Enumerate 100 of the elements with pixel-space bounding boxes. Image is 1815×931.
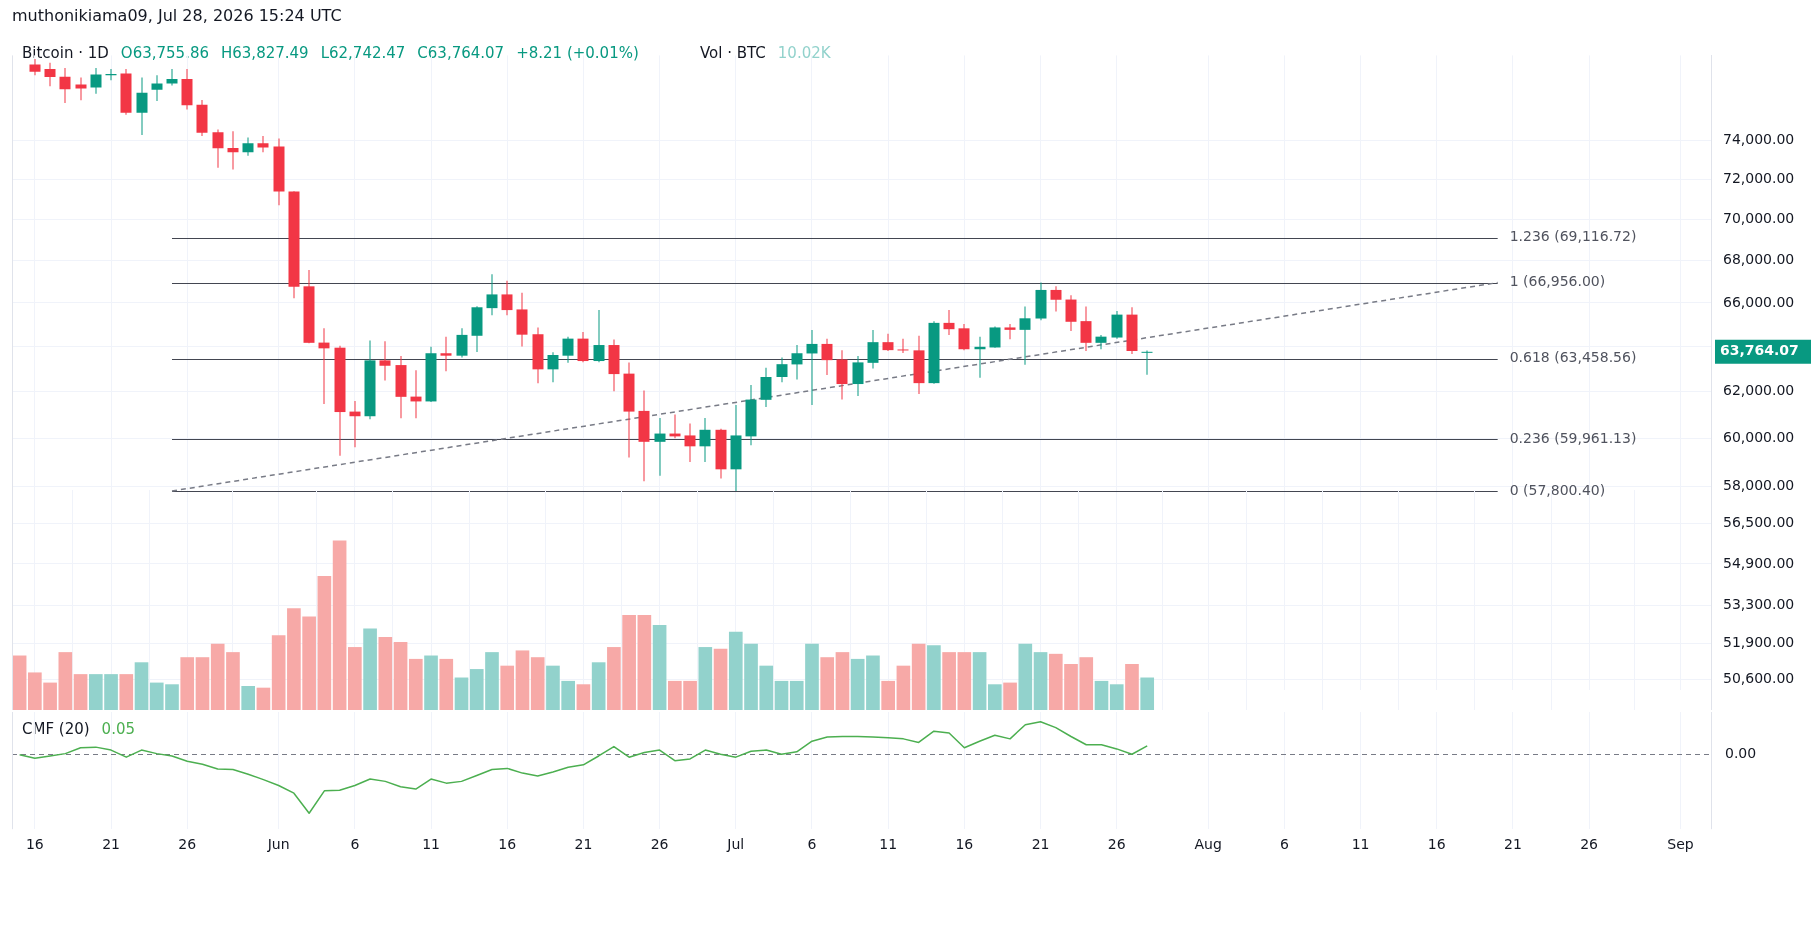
bar — [820, 657, 835, 710]
x-tick-label: 16 — [498, 836, 517, 853]
y-tick-label: 50,600.00 — [1723, 670, 1795, 687]
candlestick — [440, 336, 452, 372]
annotation: 0.05 — [101, 720, 136, 738]
bar — [256, 687, 271, 710]
bar — [73, 674, 88, 710]
bar — [835, 652, 850, 710]
chart-title: Vol · BTC — [700, 44, 766, 62]
bar — [119, 674, 134, 710]
bar — [652, 625, 667, 710]
ref-line-label: 0 (57,800.40) — [1509, 481, 1606, 498]
bar — [134, 662, 149, 710]
bar — [896, 665, 911, 710]
x-tick-label: 11 — [1351, 836, 1370, 853]
bar — [591, 662, 606, 710]
bar — [317, 575, 332, 710]
bar — [180, 657, 195, 710]
bar — [530, 657, 545, 710]
y-tick-label: 70,000.00 — [1723, 210, 1795, 227]
x-tick-label: 11 — [879, 836, 898, 853]
bar — [774, 680, 789, 710]
x-tick-label: Aug — [1194, 836, 1222, 853]
bar — [348, 647, 362, 710]
annotation: O63,755.86 — [120, 44, 209, 62]
x-tick-label: 6 — [350, 836, 360, 853]
bar — [271, 635, 286, 710]
y-tick-label: 68,000.00 — [1723, 251, 1795, 268]
y-tick-label: 56,500.00 — [1723, 513, 1795, 530]
x-tick-label: 21 — [102, 836, 120, 853]
y-tick-label: 72,000.00 — [1723, 170, 1795, 187]
bar — [363, 628, 377, 710]
ref-line-label: 1 (66,956.00) — [1509, 273, 1606, 290]
chart-subtitle: muthonikiama09, Jul 28, 2026 15:24 UTC — [12, 6, 342, 25]
bar — [58, 652, 73, 710]
bar — [1094, 680, 1109, 710]
bar — [1003, 682, 1017, 710]
bar — [454, 677, 469, 710]
y-tick-label: 62,000.00 — [1723, 382, 1795, 399]
bar — [332, 540, 347, 710]
x-tick-label: Jul — [726, 836, 745, 853]
candlestick — [1141, 350, 1153, 375]
bar — [972, 652, 987, 710]
x-tick-label: 26 — [178, 836, 197, 853]
bar — [942, 652, 956, 710]
x-tick-label: 21 — [1504, 836, 1522, 853]
bar — [195, 657, 210, 710]
chart-title: Bitcoin · 1D — [22, 44, 109, 62]
bar — [12, 655, 27, 710]
annotation: L62,742.47 — [320, 44, 406, 62]
y-tick-label: 60,000.00 — [1723, 428, 1795, 445]
y-tick-label: 51,900.00 — [1723, 634, 1795, 651]
bar — [1018, 643, 1033, 710]
bar — [378, 636, 393, 710]
x-tick-label: Sep — [1667, 836, 1694, 853]
bar — [515, 650, 530, 710]
x-tick-label: 26 — [650, 836, 669, 853]
bar — [927, 645, 941, 710]
x-tick-label: 21 — [1031, 836, 1050, 853]
y-tick-label: 74,000.00 — [1723, 131, 1795, 148]
x-tick-label: 11 — [422, 836, 440, 853]
annotation: C63,764.07 — [417, 44, 505, 62]
bar — [393, 641, 408, 710]
bar — [241, 685, 256, 710]
bar — [957, 652, 972, 710]
x-tick-label: 21 — [574, 836, 593, 853]
y-tick-label: 66,000.00 — [1723, 293, 1795, 310]
bar — [408, 658, 423, 710]
ref-line-label: 0.00 — [1725, 744, 1757, 761]
bar — [1140, 677, 1155, 710]
candlestick — [897, 338, 909, 354]
x-tick-label: 6 — [1279, 836, 1289, 853]
bar — [988, 684, 1002, 710]
x-tick-label: 26 — [1580, 836, 1599, 853]
bar — [576, 684, 591, 710]
y-tick-label: 58,000.00 — [1723, 476, 1795, 493]
bar — [424, 655, 438, 710]
ref-line-label: 1.236 (69,116.72) — [1509, 228, 1637, 245]
x-tick-label: 26 — [1107, 836, 1126, 853]
bar — [500, 665, 515, 710]
bar — [1125, 663, 1139, 710]
x-tick-label: 16 — [955, 836, 974, 853]
bar — [1033, 652, 1048, 710]
annotation: +8.21 (+0.01%) — [516, 44, 639, 62]
bar — [698, 647, 713, 710]
y-tick-label: 53,300.00 — [1723, 596, 1795, 613]
bar — [1109, 684, 1124, 710]
ref-line-label: 0.618 (63,458.56) — [1509, 349, 1637, 366]
x-tick-label: 6 — [807, 836, 817, 853]
text: 63,764.07 — [1720, 342, 1799, 359]
bar — [881, 680, 895, 710]
bar — [911, 643, 926, 710]
annotation: H63,827.49 — [221, 44, 309, 62]
bar — [439, 658, 454, 710]
x-tick-label: 16 — [1427, 836, 1446, 853]
bar — [637, 614, 652, 710]
y-tick-label: 54,900.00 — [1723, 554, 1795, 571]
bar — [713, 648, 728, 710]
x-tick-label: Jun — [266, 836, 290, 853]
x-tick-label: 16 — [25, 836, 44, 853]
